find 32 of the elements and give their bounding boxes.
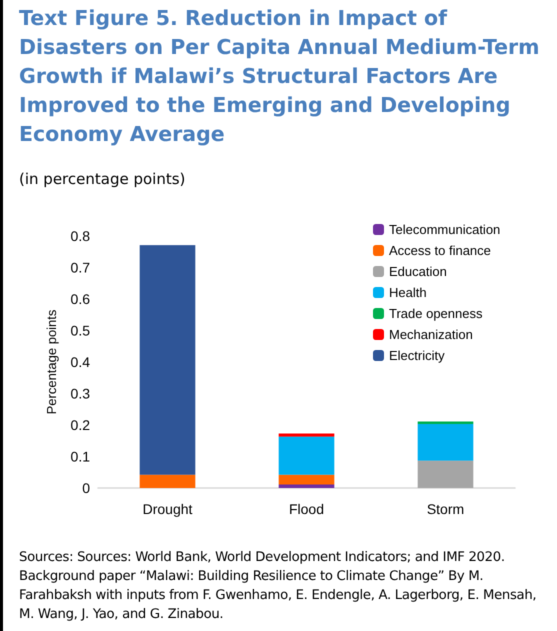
legend-label: Telecommunication — [389, 222, 500, 237]
bar — [418, 422, 474, 424]
y-tick-label: 0.5 — [70, 322, 90, 338]
legend-label: Health — [389, 285, 427, 300]
y-tick-label: 0.8 — [70, 228, 90, 244]
bar — [278, 434, 334, 437]
bar — [278, 484, 334, 488]
x-tick-label: Drought — [142, 501, 193, 517]
y-tick-label: 0.6 — [70, 291, 90, 307]
legend-label: Education — [389, 264, 447, 279]
y-axis-title: Percentage points — [44, 309, 59, 414]
x-tick-label: Flood — [288, 501, 324, 517]
legend-label: Electricity — [389, 348, 446, 363]
y-tick-label: 0 — [82, 480, 90, 496]
legend-label: Trade openness — [389, 306, 483, 321]
bar — [140, 474, 196, 488]
source-note: Sources: Sources: World Bank, World Development Indicators; and IMF 2020. Background paper “Malawi: Building Resilience to Climate Change” By M. Farahbaksh with inputs from F. Gwenhamo, E. Endengle, A. Lagerborg, E. Mensah, M. Wang, J. Yao, and G. Zinabou. — [19, 549, 538, 624]
x-tick-label: Storm — [426, 501, 464, 517]
bar — [278, 436, 334, 475]
y-tick-label: 0.7 — [70, 260, 90, 276]
y-tick-label: 0.4 — [70, 354, 90, 370]
bar — [278, 474, 334, 485]
legend-label: Access to finance — [389, 243, 491, 258]
y-tick-label: 0.3 — [70, 386, 90, 402]
legend-label: Mechanization — [389, 327, 473, 342]
bar — [418, 460, 474, 488]
bar — [140, 245, 196, 475]
y-tick-label: 0.1 — [70, 448, 90, 464]
y-tick-label: 0.2 — [70, 417, 90, 433]
chart-subtitle: (in percentage points) — [19, 170, 186, 188]
bar — [418, 424, 474, 461]
chart-title: Text Figure 5. Reduction in Impact of Disasters on Per Capita Annual Medium-Term Growth if Malawi’s Structural Factors Are Improved to the Emerging and Developing Economy Average — [19, 5, 541, 148]
